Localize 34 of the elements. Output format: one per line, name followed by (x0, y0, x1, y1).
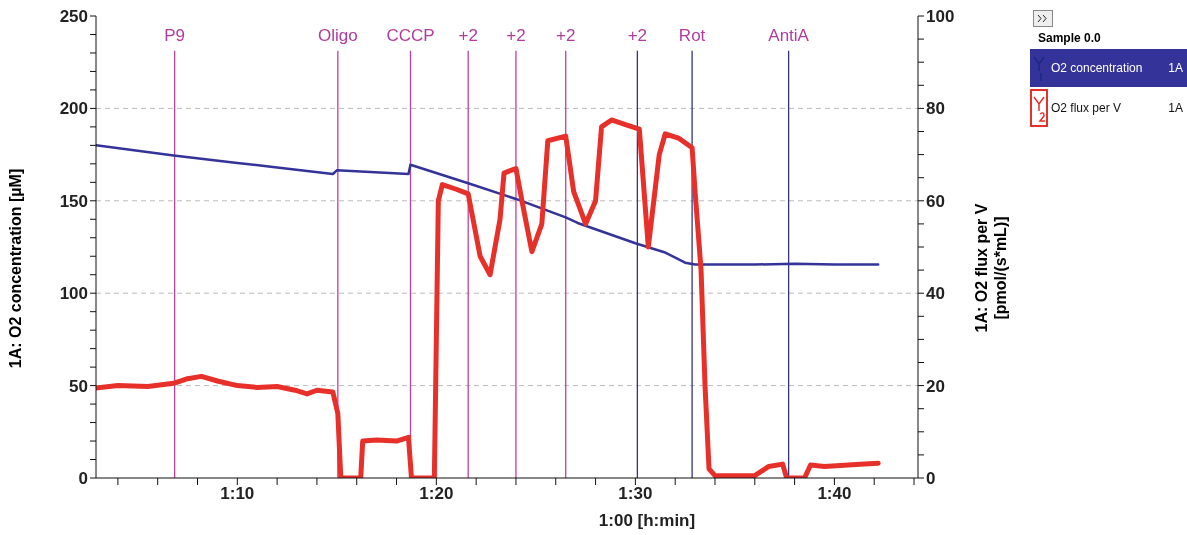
line-series (96, 144, 880, 266)
annotation: Oligo (317, 25, 358, 45)
y-tick-label: 100 (59, 284, 88, 304)
y-axis-title: 1A: O2 concentration [µM] (5, 167, 25, 370)
text: 1A (1168, 61, 1183, 75)
x-tick-label: 1:10 (220, 484, 255, 504)
x-tick-label: 1:30 (618, 484, 653, 504)
y2-tick-label: 0 (926, 469, 936, 489)
y2-tick-label: 80 (926, 99, 945, 119)
annotation: Rot (678, 25, 706, 45)
annotation: +2 (506, 25, 526, 45)
annotation: AntiA (768, 25, 810, 45)
annotation: +2 (458, 25, 478, 45)
y2-tick-label: 100 (926, 7, 955, 27)
text: O2 concentration (1051, 61, 1144, 75)
y-tick-label: 0 (78, 469, 88, 489)
legend-title: Sample 0.0 (1038, 31, 1102, 45)
y2-axis-title: 1A: O2 flux per V [pmol/(s*mL)] (972, 202, 1010, 335)
y-tick-label: 150 (59, 191, 88, 211)
y-tick-label: 250 (59, 7, 88, 27)
annotation: CCCP (386, 25, 435, 45)
y-tick-label: 50 (69, 376, 88, 396)
y2-tick-label: 40 (926, 284, 945, 304)
annotation: +2 (556, 25, 576, 45)
y2-tick-label: 20 (926, 376, 945, 396)
x-tick-label: 1:40 (817, 484, 852, 504)
y2-tick-label: 60 (926, 191, 945, 211)
y-tick-label: 200 (59, 99, 88, 119)
text: 1A (1168, 101, 1183, 115)
annotation: +2 (627, 25, 648, 45)
annotation: P9 (164, 25, 186, 45)
x-axis-title: 1:00 [h:min] (598, 511, 696, 530)
x-tick-label: 1:20 (419, 484, 454, 504)
legend-label: O2 flux per V (1051, 101, 1123, 115)
